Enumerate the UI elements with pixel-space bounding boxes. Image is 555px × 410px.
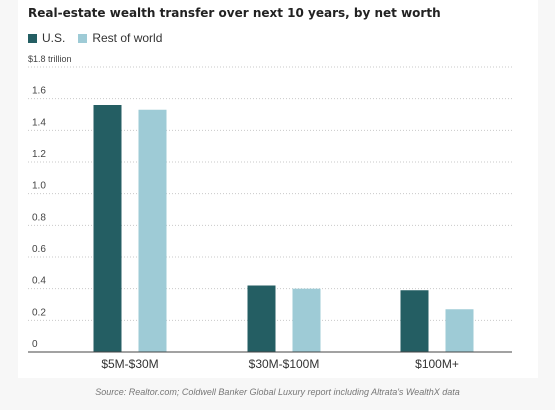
y-tick-label: 1.4	[32, 117, 46, 128]
y-axis-tick-labels: 0 0.2 0.4 0.6 0.8 1.0 1.2 1.4 1.6	[32, 86, 46, 350]
y-tick-label: 0.2	[32, 307, 46, 318]
bar-us-2	[400, 290, 429, 352]
y-axis-unit-label: $1.8 trillion	[28, 54, 72, 64]
y-tick-label: 1.2	[32, 149, 46, 160]
y-tick-label: 1.0	[32, 181, 46, 192]
legend-label-us: U.S.	[42, 31, 66, 45]
legend-label-rest-of-world: Rest of world	[92, 31, 163, 45]
x-category-label: $5M-$30M	[101, 357, 158, 371]
y-tick-label: 0	[32, 339, 38, 350]
bar-us-1	[247, 285, 276, 352]
bar-rest-of-world-1	[292, 288, 321, 352]
y-tick-label: 1.6	[32, 86, 46, 97]
bar-rest-of-world-0	[138, 109, 167, 352]
bars	[93, 105, 474, 352]
bar-chart: 00.20.40.60.81.01.21.41.6 $1.8 trillion …	[28, 54, 512, 371]
legend-item-us: U.S.	[28, 31, 65, 45]
bar-rest-of-world-2	[445, 309, 474, 352]
chart-title: Real-estate wealth transfer over next 10…	[28, 6, 441, 20]
legend-swatch-rest-of-world	[78, 33, 88, 43]
bar-us-0	[93, 105, 122, 352]
source-note: Source: Realtor.com; Coldwell Banker Glo…	[95, 387, 460, 397]
y-tick-label: 0.8	[32, 212, 46, 223]
y-tick-label: 0.4	[32, 276, 46, 287]
x-category-label: $100M+	[415, 357, 459, 371]
x-category-label: $30M-$100M	[249, 357, 320, 371]
legend-item-rest-of-world: Rest of world	[78, 31, 162, 45]
legend-swatch-us	[28, 33, 37, 43]
x-axis-category-labels: $5M-$30M $30M-$100M $100M+	[101, 357, 459, 371]
y-tick-label: 0.6	[32, 244, 46, 255]
chart-legend: U.S. Rest of world	[28, 31, 175, 45]
